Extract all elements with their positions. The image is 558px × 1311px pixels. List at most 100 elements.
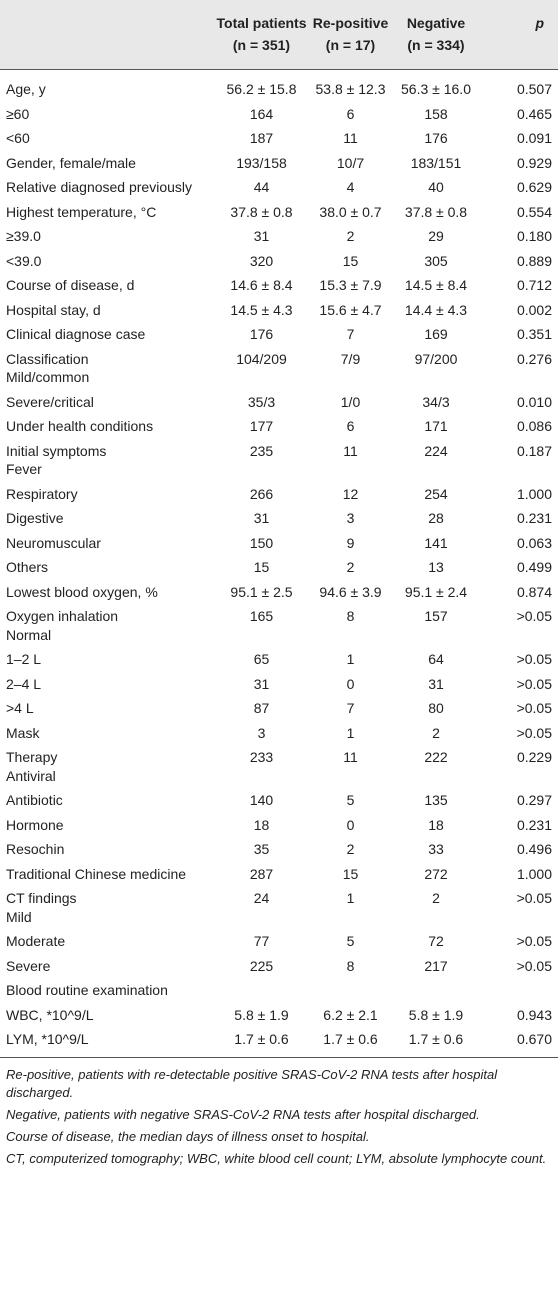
cell: 0.276 [516,350,552,367]
cell: 141 [424,534,448,551]
cell: 6.2 ± 2.1 [323,1006,378,1023]
cell: 31 [253,510,270,526]
cell: 11 [343,442,358,459]
cell [216,978,307,1003]
table-row: Resochin 35 2 33 0.496 [0,837,558,862]
cell: 97/200 [414,350,458,367]
cell: 35 [253,841,270,857]
cell: 0.889 [516,252,552,269]
cell: 0.063 [516,534,552,551]
table-row: Gender, female/male 193/158 10/7 183/151 0.9… [0,151,558,176]
row-label: Therapy Antiviral [6,749,58,784]
cell: 6 [346,418,355,434]
cell: 34/3 [422,393,450,410]
row-label: Clinical diagnose case [6,326,146,342]
cell: 9 [346,534,355,551]
cell: 24 [253,890,270,906]
cell: 165 [249,608,274,624]
cell: 222 [424,749,448,765]
cell: 31 [253,675,270,692]
table-row: Mask 3 1 2 >0.05 [0,721,558,746]
cell: 7 [346,326,355,342]
cell: 18 [428,816,444,833]
table-row: Classification Mild/common 104/209 7/9 97/2… [0,347,558,390]
cell: 135 [424,792,448,808]
cell: 193/158 [236,154,287,171]
cell: 7 [346,700,355,716]
table-row: Age, y 56.2 ± 15.8 53.8 ± 12.3 56.3 ± 16.0 0… [0,70,558,102]
header-cell: Re-positive (n = 17) [307,0,394,70]
cell: 0 [346,816,355,833]
header-cell: Total patients (n = 351) [216,0,307,70]
cell: 0.187 [516,442,552,459]
row-label: Highest temperature, °C [6,203,157,220]
cell: 14.5 ± 8.4 [404,277,468,293]
table-row: Hormone 18 0 18 0.231 [0,813,558,838]
cell: 287 [249,865,274,882]
row-label: Moderate [6,933,66,949]
cell: 11 [343,130,358,146]
cell: >0.05 [516,724,552,741]
table-row: >4 L 87 7 80 >0.05 [0,696,558,721]
cell: 217 [424,957,448,974]
cell: 12 [342,485,359,502]
cell: 187 [249,130,274,146]
row-label: Respiratory [6,485,78,502]
row-label: Gender, female/male [6,154,136,171]
cell: 53.8 ± 12.3 [315,81,386,97]
cell: 177 [249,418,274,434]
cell: 233 [249,749,274,765]
cell: 1.7 ± 0.6 [216,1027,307,1058]
header-count: (n = 17) [325,37,376,53]
table-row: Course of disease, d 14.6 ± 8.4 15.3 ± 7.9… [0,273,558,298]
cell: 14.5 ± 4.3 [230,301,293,318]
table-row: Blood routine examination [0,978,558,1003]
cell: 0.086 [516,418,552,434]
cell: 0.554 [516,203,552,220]
cell: 0.229 [516,749,552,765]
cell: 5.8 ± 1.9 [234,1006,289,1023]
row-label: Digestive [6,510,64,526]
cell: 5.8 ± 1.9 [408,1006,464,1023]
cell: 157 [424,608,448,624]
cell: >0.05 [516,608,552,624]
cell: 176 [249,326,274,342]
cell: 10/7 [336,154,365,171]
header-cell [0,0,216,70]
row-label: Hormone [6,816,64,833]
row-label: Mask [6,724,40,741]
table-row: Antibiotic 140 5 135 0.297 [0,788,558,813]
row-label: Relative diagnosed previously [6,179,192,195]
cell: 14.6 ± 8.4 [230,277,293,293]
cell: 87 [253,700,270,716]
cell: 35/3 [247,393,276,410]
cell: 13 [428,559,444,575]
cell: 40 [428,179,444,195]
cell: 1 [346,651,355,667]
cell: 37.8 ± 0.8 [404,203,468,220]
cell: 0.351 [516,326,552,342]
cell: 15 [342,865,359,882]
table-row: Respiratory 266 12 254 1.000 [0,482,558,507]
cell: 7/9 [340,350,361,367]
cell: 2 [346,559,355,575]
row-label: ≥60 [6,105,30,122]
row-label: Oxygen inhalation Normal [6,608,119,643]
cell: 15 [253,559,270,575]
cell: 8 [346,957,355,974]
table-row: Severe/critical 35/3 1/0 34/3 0.010 [0,390,558,415]
row-label: Resochin [6,841,65,857]
cell: 169 [424,326,448,342]
header-title: Re-positive [312,15,389,31]
cell: >0.05 [516,957,552,974]
cell: 183/151 [410,154,462,171]
cell: 0.002 [516,301,552,318]
cell: 0.929 [516,154,552,171]
cell: 15.3 ± 7.9 [319,277,382,293]
cell: 65 [253,651,270,667]
table-row: Relative diagnosed previously 44 4 40 0.629 [0,175,558,200]
cell: 0.091 [516,130,552,146]
row-label: CT findings Mild [6,890,77,925]
row-label: Lowest blood oxygen, % [6,583,158,600]
table-row: 1–2 L 65 1 64 >0.05 [0,647,558,672]
